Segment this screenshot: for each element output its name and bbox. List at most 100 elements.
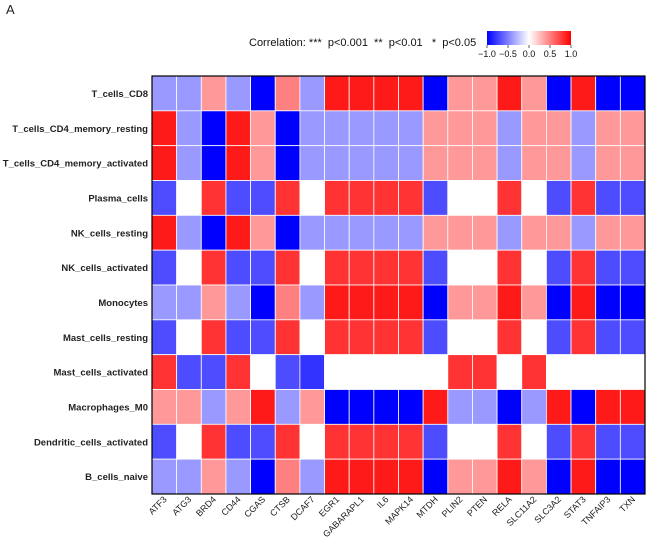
column-label: CGAS [242, 494, 267, 519]
heatmap-cell [472, 180, 498, 216]
heatmap-cell [324, 354, 350, 390]
heatmap-cell [299, 423, 325, 460]
heatmap-cell [225, 110, 251, 147]
heatmap-cell [521, 145, 547, 181]
heatmap-cell [447, 249, 473, 286]
heatmap-cell [546, 214, 572, 251]
heatmap-cell [274, 75, 301, 112]
heatmap-cell [521, 319, 547, 356]
heatmap-cell [398, 423, 424, 460]
heatmap-cell [521, 423, 547, 460]
heatmap-cell [472, 284, 498, 321]
heatmap-cell [250, 145, 276, 181]
heatmap-cell [274, 354, 301, 390]
heatmap-cell [250, 180, 276, 216]
heatmap-cell [422, 284, 449, 321]
heatmap-cell [176, 354, 202, 390]
heatmap-cell [619, 423, 646, 460]
heatmap-cell [447, 110, 473, 147]
heatmap-cell [570, 214, 597, 251]
heatmap-cell [299, 180, 325, 216]
heatmap-cell [250, 249, 276, 286]
column-label: ATG3 [170, 494, 193, 517]
heatmap-cell [496, 458, 523, 495]
heatmap-cell [324, 389, 350, 425]
heatmap-cell [348, 389, 375, 425]
heatmap-cell [472, 214, 498, 251]
heatmap-cell [250, 214, 276, 251]
heatmap-cell [299, 284, 325, 321]
row-label: T_cells_CD4_memory_activated [3, 159, 148, 170]
heatmap-cell [595, 214, 621, 251]
heatmap-cell [348, 319, 375, 356]
heatmap-cell [619, 458, 646, 495]
column-label: PLIN2 [440, 494, 465, 519]
heatmap-cell [373, 75, 399, 112]
heatmap-cell [398, 389, 424, 425]
heatmap-cell [274, 458, 301, 495]
heatmap-cell [398, 145, 424, 181]
heatmap-cell [496, 214, 523, 251]
heatmap-cell [176, 110, 202, 147]
heatmap-cell [274, 284, 301, 321]
heatmap-cell [496, 354, 523, 390]
heatmap-cell [570, 423, 597, 460]
row-label: Plasma_cells [88, 193, 148, 204]
heatmap-cell [348, 75, 375, 112]
heatmap-cell [570, 75, 597, 112]
heatmap-cells [151, 75, 646, 495]
heatmap-cell [398, 180, 424, 216]
heatmap-cell [225, 389, 251, 425]
heatmap-cell [176, 180, 202, 216]
heatmap-cell [324, 180, 350, 216]
heatmap-cell [472, 458, 498, 495]
heatmap-cell [398, 75, 424, 112]
column-label: PTEN [465, 494, 489, 518]
heatmap-cell [299, 354, 325, 390]
heatmap-cell [324, 110, 350, 147]
heatmap-cell [546, 458, 572, 495]
heatmap-cell [200, 180, 227, 216]
heatmap-cell [373, 110, 399, 147]
heatmap-cell [398, 319, 424, 356]
heatmap-cell [176, 389, 202, 425]
heatmap-cell [250, 458, 276, 495]
heatmap-cell [447, 423, 473, 460]
heatmap-cell [619, 354, 646, 390]
heatmap-cell [324, 145, 350, 181]
heatmap-cell [299, 110, 325, 147]
heatmap-cell [422, 249, 449, 286]
heatmap-cell [250, 319, 276, 356]
heatmap-cell [225, 145, 251, 181]
heatmap-cell [151, 75, 178, 112]
heatmap-cell [472, 389, 498, 425]
heatmap-cell [595, 389, 621, 425]
heatmap-cell [151, 249, 178, 286]
heatmap-cell [595, 145, 621, 181]
row-label: Mast_cells_resting [63, 333, 148, 344]
heatmap-cell [595, 249, 621, 286]
heatmap-cell [496, 319, 523, 356]
heatmap-cell [521, 249, 547, 286]
heatmap-cell [496, 145, 523, 181]
heatmap-cell [299, 145, 325, 181]
heatmap-cell [200, 389, 227, 425]
heatmap-cell [225, 214, 251, 251]
heatmap-cell [422, 75, 449, 112]
heatmap-cell [472, 145, 498, 181]
heatmap-cell [521, 214, 547, 251]
heatmap-cell [348, 423, 375, 460]
heatmap-cell [521, 354, 547, 390]
heatmap-cell [521, 284, 547, 321]
heatmap-cell [200, 214, 227, 251]
heatmap-cell [595, 354, 621, 390]
heatmap-cell [225, 284, 251, 321]
heatmap-cell [546, 75, 572, 112]
heatmap-cell [447, 389, 473, 425]
heatmap-cell [324, 319, 350, 356]
heatmap-cell [570, 354, 597, 390]
heatmap-cell [546, 319, 572, 356]
row-label: NK_cells_resting [71, 228, 148, 239]
column-label: BRD4 [194, 494, 218, 518]
colorbar-tick-label: −0.5 [499, 49, 517, 59]
